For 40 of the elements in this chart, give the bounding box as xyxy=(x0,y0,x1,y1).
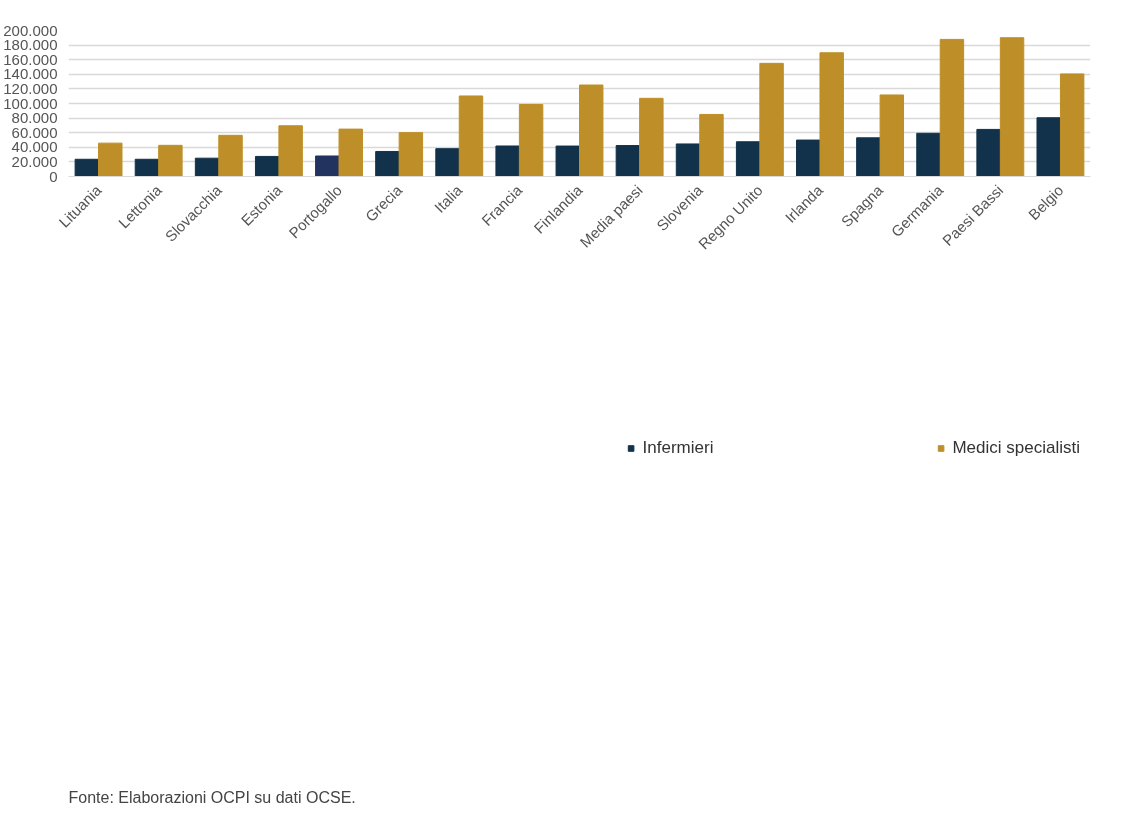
legend-label: Medici specialisti xyxy=(952,437,1080,458)
bar xyxy=(555,145,580,177)
bar xyxy=(735,141,761,177)
bar xyxy=(999,37,1025,177)
bar xyxy=(939,38,965,177)
bar xyxy=(315,155,340,177)
bar xyxy=(1036,117,1061,177)
bar xyxy=(976,128,1001,177)
bar xyxy=(759,62,784,177)
bar xyxy=(435,148,460,177)
bar xyxy=(796,139,821,177)
y-tick-label: 200.000 xyxy=(3,21,58,39)
bar xyxy=(518,104,544,177)
legend-label: Infermieri xyxy=(642,437,714,458)
bar xyxy=(134,158,160,177)
bar xyxy=(158,144,183,177)
bar xyxy=(495,145,520,177)
bar xyxy=(74,158,100,177)
bar xyxy=(579,84,604,177)
bar xyxy=(916,132,941,177)
source-note: Fonte: Elaborazioni OCPI su dati OCSE. xyxy=(68,788,356,806)
bar xyxy=(458,95,484,177)
bar xyxy=(194,157,220,177)
y-tick-label: 100.000 xyxy=(3,94,58,112)
bar xyxy=(338,128,363,177)
bar xyxy=(398,132,424,177)
bar xyxy=(254,155,280,177)
bar xyxy=(98,142,123,177)
bar xyxy=(879,94,905,177)
y-tick-label: 0 xyxy=(49,167,58,185)
bar xyxy=(699,113,724,177)
bar xyxy=(615,145,641,177)
bar xyxy=(218,134,243,177)
bar xyxy=(639,97,664,177)
bar xyxy=(819,52,844,177)
bar xyxy=(856,137,881,177)
bar xyxy=(278,125,303,177)
bar xyxy=(1059,73,1085,177)
bar xyxy=(375,150,400,177)
bar xyxy=(675,143,701,177)
